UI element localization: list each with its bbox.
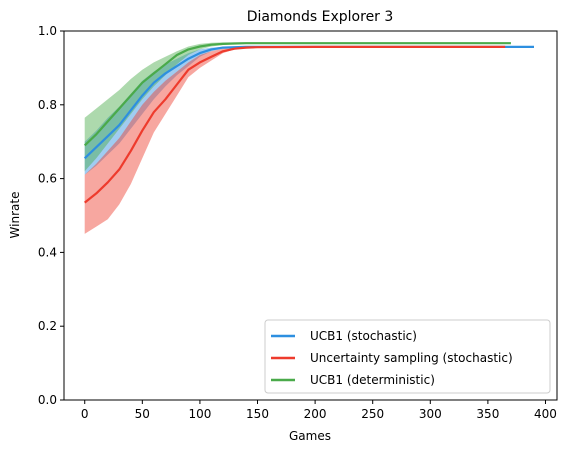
y-tick-label: 0.6 bbox=[38, 172, 57, 186]
legend-label-ucb1-stochastic: UCB1 (stochastic) bbox=[310, 329, 417, 343]
x-tick-label: 50 bbox=[135, 407, 150, 421]
x-tick-label: 400 bbox=[534, 407, 557, 421]
legend-box bbox=[264, 319, 551, 394]
x-tick-label: 200 bbox=[304, 407, 327, 421]
x-tick-label: 300 bbox=[419, 407, 442, 421]
plot-frame bbox=[63, 30, 558, 401]
y-tick-label: 0.4 bbox=[38, 245, 57, 259]
confidence-bands bbox=[84, 42, 534, 234]
legend: UCB1 (stochastic) Uncertainty sampling (… bbox=[264, 319, 551, 394]
x-tick-label: 350 bbox=[476, 407, 499, 421]
x-tick-label: 150 bbox=[246, 407, 269, 421]
y-axis-label: Winrate bbox=[8, 192, 22, 239]
y-tick-label: 0.2 bbox=[38, 319, 57, 333]
x-axis-label: Games bbox=[289, 429, 331, 443]
y-axis-ticks: 0.0 0.2 0.4 0.6 0.8 1.0 bbox=[38, 24, 64, 407]
x-tick-label: 250 bbox=[361, 407, 384, 421]
legend-label-uncertainty-sampling: Uncertainty sampling (stochastic) bbox=[310, 351, 513, 365]
chart-title: Diamonds Explorer 3 bbox=[247, 9, 394, 25]
line-uncertainty-sampling-stochastic bbox=[84, 45, 506, 204]
y-tick-label: 1.0 bbox=[38, 24, 57, 38]
line-ucb1-deterministic bbox=[83, 42, 511, 147]
legend-label-ucb1-deterministic: UCB1 (deterministic) bbox=[310, 373, 435, 387]
y-tick-label: 0.0 bbox=[38, 393, 57, 407]
x-axis-ticks: 0 50 100 150 200 250 300 350 400 bbox=[81, 400, 557, 421]
x-tick-label: 0 bbox=[81, 407, 89, 421]
series-lines bbox=[83, 42, 534, 204]
y-tick-label: 0.8 bbox=[38, 98, 57, 112]
x-tick-label: 100 bbox=[188, 407, 211, 421]
